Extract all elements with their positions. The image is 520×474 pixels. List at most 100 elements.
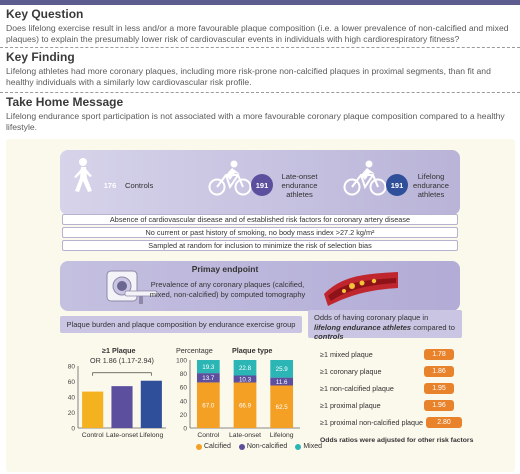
odds-row-label: ≥1 coronary plaque — [320, 367, 382, 376]
chart1-annotation: OR 1.86 (1.17-2.94) — [90, 356, 154, 365]
take-home-section: Take Home Message Lifelong endurance spo… — [0, 95, 520, 133]
chart1-title: ≥1 Plaque — [102, 346, 136, 355]
stack-segment — [233, 382, 257, 428]
odds-row-label: ≥1 proximal non-calcified plaque — [320, 418, 424, 427]
y-tick-label: 60 — [68, 379, 76, 386]
plaque-type-chart: 0 20 40 60 80 100 67.0 13.7 19.3 Control 66.9 10.3 2… — [176, 358, 300, 439]
y-tick-label: 100 — [176, 358, 187, 365]
legend-item-calcified: Calcified — [196, 443, 231, 450]
data-label: 25.9 — [276, 366, 289, 373]
bar — [111, 386, 133, 428]
endpoint-title: Primay endpoint — [191, 264, 259, 274]
key-finding-title: Key Finding — [6, 50, 75, 64]
endpoint-text: Prevalence of any coronary plaques (calc… — [149, 280, 306, 299]
chart2-title: Plaque type — [232, 346, 273, 355]
chart2-ylabel: Percentage — [176, 346, 213, 355]
data-label: 13.7 — [202, 375, 215, 382]
stack-segment — [196, 360, 220, 374]
y-tick-label: 60 — [180, 385, 188, 392]
cyclist-icon — [343, 160, 387, 196]
data-label: 22.8 — [239, 365, 252, 372]
y-tick-label: 80 — [180, 371, 188, 378]
x-tick-label: Lifelong — [139, 432, 163, 439]
legend-label: Mixed — [303, 443, 323, 450]
stack-segment — [233, 360, 257, 376]
stack-segment — [196, 373, 220, 383]
odds-header-pre: Odds of having coronary plaque in — [314, 313, 429, 322]
stack-segment — [233, 375, 257, 383]
y-tick-label: 20 — [68, 410, 76, 417]
bar — [140, 380, 162, 428]
x-tick-label: Control — [82, 432, 104, 439]
bar — [82, 391, 104, 428]
odds-value-pill: 2.80 — [426, 417, 462, 428]
late-onset-label: Late-onset endurance athletes — [281, 172, 318, 199]
odds-value-pill: 1.95 — [424, 383, 454, 394]
plaque-panel-header: Plaque burden and plaque composition by … — [60, 316, 302, 333]
key-finding-section: Key Finding Lifelong athletes had more c… — [0, 50, 520, 88]
legend-label: Calcified — [204, 443, 231, 450]
criteria-row: Sampled at random for inclusion to minim… — [62, 240, 458, 251]
ct-scanner-icon — [106, 270, 158, 304]
legend-swatch — [295, 443, 302, 450]
x-tick-label: Late-onset — [229, 432, 261, 439]
comparison-bracket — [92, 372, 152, 376]
stack-segment — [270, 377, 294, 386]
lifelong-count: 191 — [390, 180, 404, 190]
key-question-title: Key Question — [6, 7, 84, 21]
legend-item-mixed: Mixed — [295, 443, 322, 450]
odds-panel-header: Odds of having coronary plaque in lifelo… — [308, 310, 462, 341]
key-finding-text: Lifelong athletes had more coronary plaq… — [6, 66, 491, 87]
y-tick-label: 40 — [68, 395, 76, 402]
legend-label: Non-calcified — [246, 443, 288, 450]
odds-value-pill: 1.86 — [424, 366, 454, 377]
key-question-text: Does lifelong exercise result in less an… — [6, 23, 509, 44]
criteria-row: Absence of cardiovascular disease and of… — [62, 214, 458, 225]
y-tick-label: 20 — [180, 412, 188, 419]
x-tick-label: Control — [197, 432, 219, 439]
chart2-legend: Calcified Non-calcified Mixed — [196, 443, 322, 450]
artery-plaque-icon — [324, 272, 398, 306]
criteria-row: No current or past history of smoking, n… — [62, 227, 458, 238]
odds-footnote: Odds ratios were adjusted for other risk… — [320, 437, 474, 444]
stack-segment — [270, 360, 294, 378]
controls-count-badge: 176 — [99, 174, 121, 196]
data-label: 67.0 — [202, 403, 215, 410]
late-onset-count: 191 — [255, 180, 269, 190]
walking-person-icon — [74, 158, 92, 192]
x-tick-label: Late-onset — [106, 432, 138, 439]
take-home-text: Lifelong endurance sport participation i… — [6, 111, 505, 132]
data-label: 62.5 — [276, 404, 289, 411]
legend-swatch — [238, 443, 245, 450]
odds-value-pill: 1.96 — [424, 400, 454, 411]
odds-header-em2: controls — [314, 332, 344, 341]
odds-row-label: ≥1 proximal plaque — [320, 401, 381, 410]
controls-label: Controls — [125, 181, 154, 190]
top-band — [0, 0, 520, 5]
plaque-prevalence-chart: 0 20 40 60 80 Control Late-onset Lifelong — [68, 364, 166, 439]
late-onset-count-badge: 191 — [251, 174, 273, 196]
legend-swatch — [196, 443, 202, 450]
odds-value-pill: 1.78 — [424, 349, 454, 360]
data-label: 10.3 — [239, 376, 252, 383]
lifelong-count-badge: 191 — [386, 174, 408, 196]
legend-item-non-calcified: Non-calcified — [238, 443, 288, 450]
y-tick-label: 0 — [71, 426, 75, 433]
odds-header-em1: lifelong endurance athletes — [314, 322, 412, 332]
lifelong-label: Lifelong endurance athletes — [413, 172, 449, 199]
y-tick-label: 40 — [180, 398, 188, 405]
stack-segment — [270, 385, 294, 428]
stack-segment — [196, 382, 220, 428]
data-label: 11.6 — [276, 379, 288, 386]
cyclist-icon — [208, 160, 252, 196]
take-home-title: Take Home Message — [6, 95, 124, 109]
key-question-section: Key Question Does lifelong exercise resu… — [0, 7, 520, 45]
y-tick-label: 80 — [68, 364, 76, 371]
odds-row-label: ≥1 mixed plaque — [320, 350, 373, 359]
controls-count: 176 — [103, 180, 117, 190]
divider — [0, 92, 520, 93]
data-label: 19.3 — [202, 364, 215, 371]
odds-header-mid: compared to — [411, 322, 455, 332]
x-tick-label: Lifelong — [270, 432, 294, 439]
odds-row-label: ≥1 non-calcified plaque — [320, 384, 394, 393]
